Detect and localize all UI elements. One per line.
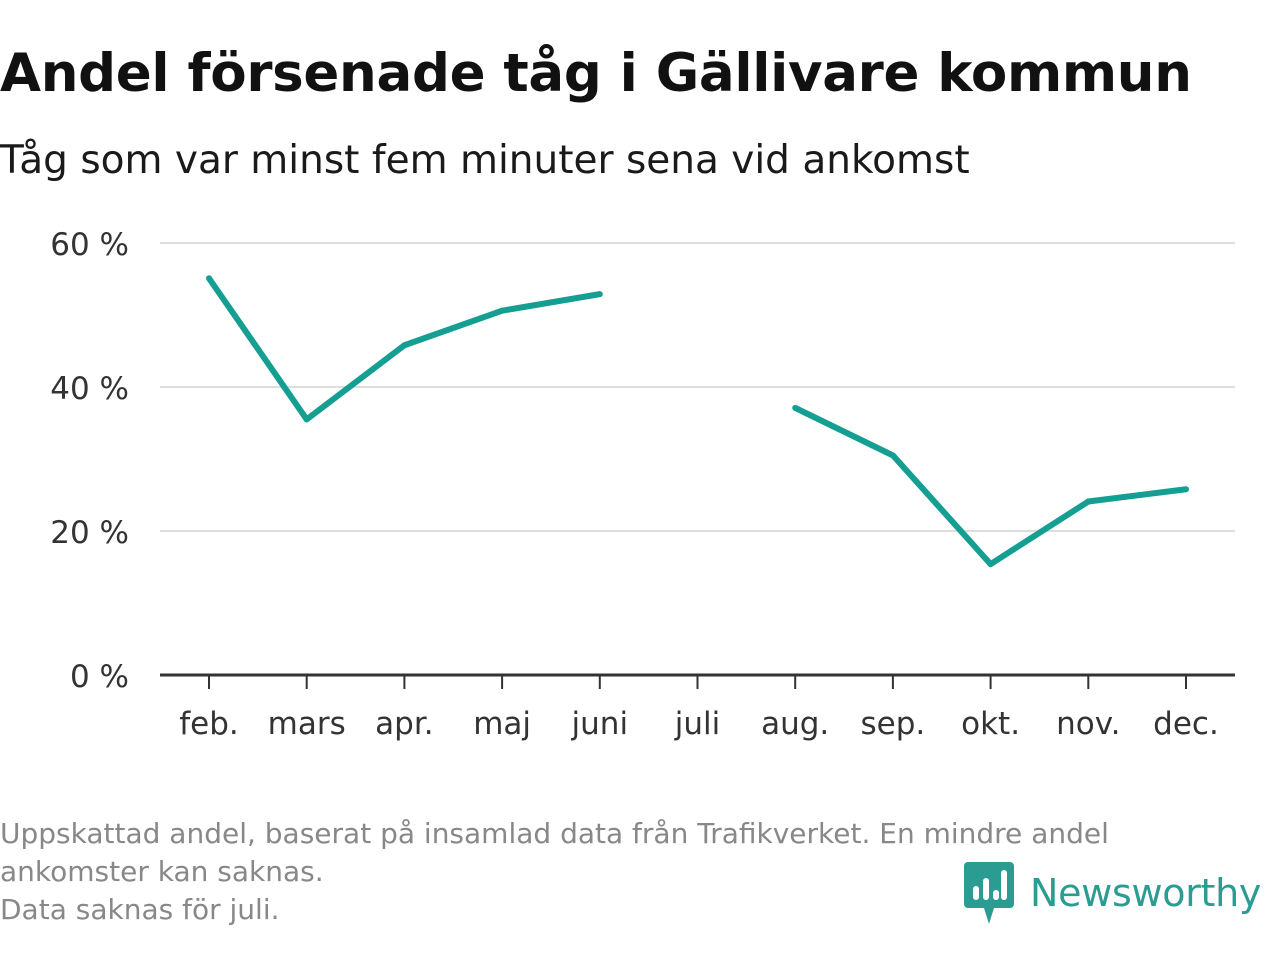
- x-tick-label: nov.: [1056, 706, 1120, 742]
- data-point: [499, 307, 506, 314]
- data-point: [889, 452, 896, 459]
- data-point: [987, 561, 994, 568]
- x-tick-label: sep.: [861, 706, 926, 742]
- x-tick-label: juli: [674, 706, 721, 742]
- x-tick-label: dec.: [1153, 706, 1219, 742]
- y-tick-label: 0 %: [70, 659, 129, 695]
- line-chart: 0 % 20 % 40 % 60 % feb. mars apr. maj juni juli a…: [50, 227, 1235, 742]
- x-tick-label: maj: [473, 706, 531, 742]
- x-tick-label: apr.: [375, 706, 433, 742]
- footnote-line: ankomster kan saknas.: [0, 855, 324, 888]
- data-point: [792, 404, 799, 411]
- series-lines: [206, 275, 1189, 568]
- chart-subtitle: Tåg som var minst fem minuter sena vid a…: [0, 138, 970, 183]
- y-tick-label: 20 %: [50, 515, 129, 551]
- grid-lines: [160, 242, 1235, 532]
- data-point: [303, 416, 310, 423]
- data-point: [401, 342, 408, 349]
- x-tick-label: okt.: [961, 706, 1020, 742]
- x-tick-label: mars: [268, 706, 346, 742]
- brand-name: Newsworthy: [1030, 871, 1262, 915]
- brand-logo: Newsworthy: [964, 862, 1261, 924]
- y-tick-label: 40 %: [50, 371, 129, 407]
- data-point: [1085, 498, 1092, 505]
- y-axis-labels: 0 % 20 % 40 % 60 %: [50, 227, 129, 695]
- x-axis: feb. mars apr. maj juni juli aug. sep. okt. nov. d…: [160, 673, 1235, 742]
- data-point: [1183, 486, 1189, 493]
- data-point: [206, 275, 212, 282]
- footnote-line: Uppskattad andel, baserat på insamlad da…: [0, 817, 1109, 850]
- series-line-segment: [206, 276, 601, 423]
- series-line-segment: [793, 405, 1187, 568]
- x-tick-label: feb.: [179, 706, 239, 742]
- newsworthy-logo-icon: [964, 862, 1014, 924]
- footnotes: Uppskattad andel, baserat på insamlad da…: [0, 815, 1270, 929]
- x-tick-label: juni: [571, 706, 629, 742]
- data-point: [596, 291, 603, 298]
- chart-title: Andel försenade tåg i Gällivare kommun: [0, 43, 1192, 104]
- x-tick-label: aug.: [761, 706, 829, 742]
- footnote-line: Data saknas för juli.: [0, 893, 280, 926]
- y-tick-label: 60 %: [50, 227, 129, 263]
